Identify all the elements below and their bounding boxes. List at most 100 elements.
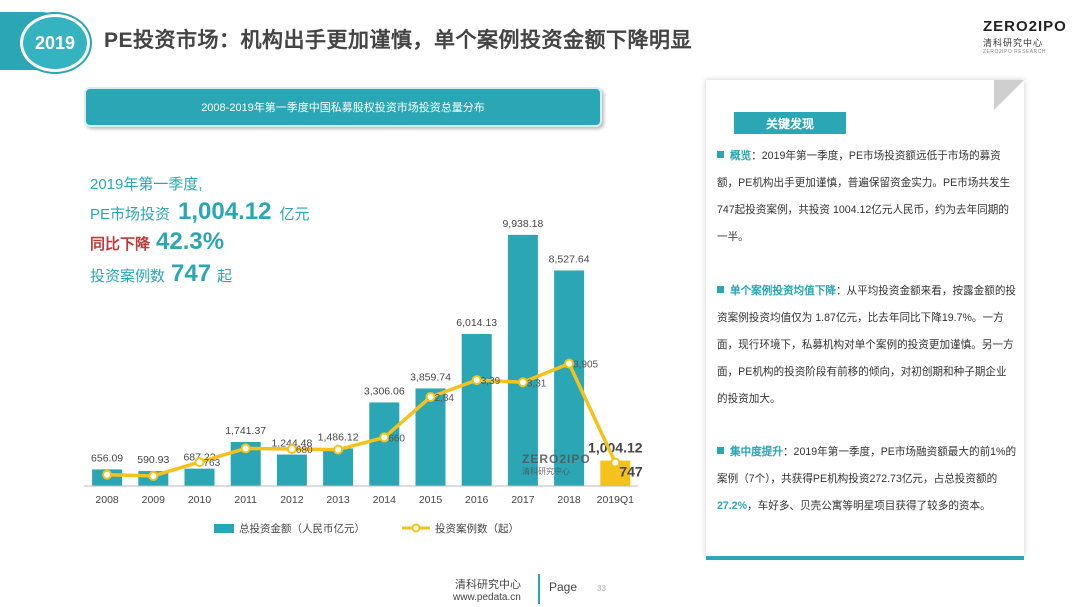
line-point-2012 [286,444,297,455]
line-label-2016: 3,39 [481,376,501,387]
bullet-square-icon [717,286,724,293]
line-point-2016 [471,375,482,386]
x-tick-2014: 2014 [373,494,397,506]
bullet-square-icon [717,151,724,158]
highlight-count: 747 [171,260,212,287]
line-label-2014: 660 [388,433,405,444]
findings-label: 关键发现 [734,112,846,134]
legend-bar-label: 总投资金额（人民币亿元） [239,522,365,535]
header [0,0,1080,76]
line-label-2017: 3,31 [527,378,547,389]
findings-panel [706,80,1024,556]
chart-title-box: 2008-2019年第一季度中国私募股权投资市场投资总量分布 [84,87,602,127]
page-title: PE投资市场：机构出手更加谨慎，单个案例投资金额下降明显 [104,29,693,52]
finding-text: ：2019年第一季度，PE市场融资额最大的前1%的案例（7个），共获得PE机构投… [717,446,1017,485]
finding-key: 概览 [730,150,752,162]
line-label-2012: 680 [296,445,313,456]
finding-avg-decline: 单个案例投资均值下降：从平均投资金额来看，按露金额的投资案例投资均值仅为 1.8… [717,278,1017,413]
line-point-2009 [148,470,159,481]
bar-2018 [554,270,585,486]
x-tick-2008: 2008 [95,494,119,506]
bar-label-2012: 1,244.48 [271,438,312,450]
bar-2012 [276,454,307,486]
x-tick-2016: 2016 [465,494,489,506]
finding-percent: 27.2% [717,500,748,512]
panel-bottom-bar [706,556,1024,560]
page-fold-icon [994,80,1024,110]
bar-label-2016: 6,014.13 [456,317,497,329]
logo-tagline: ZERO2IPO RESEARCH [983,49,1046,55]
logo: ZERO2IPO 清科研究中心 ZERO2IPO RESEARCH [983,18,1067,66]
x-tick-2017: 2017 [511,494,535,506]
highlight-line-3: 同比下降 42.3% [90,228,350,256]
watermark-subtitle: 清科研究中心 [522,467,570,476]
finding-key: 单个案例投资均值下降 [730,285,836,297]
line-point-2019Q1 [610,457,621,468]
bar-2016 [461,334,492,486]
legend-bar-swatch [214,524,234,533]
chart-watermark: ZERO2IPO 清科研究中心 [522,452,591,477]
highlight-amount-unit: 亿元 [279,206,310,223]
x-tick-2012: 2012 [280,494,304,506]
line-label-2019Q1: 747 [619,464,643,480]
highlight-change-label: 同比下降 [90,236,151,253]
bar-label-2015: 3,859.74 [410,371,451,383]
line-point-2017 [517,377,528,388]
finding-text: ：2019年第一季度，PE市场投资额远低于市场的募资额，PE机构出手更加谨慎，普… [717,150,1011,243]
bar-label-2019Q1: 1,004.12 [588,440,643,456]
line-label-2010: 763 [204,458,221,469]
x-tick-2010: 2010 [188,494,212,506]
line-label-2018: 3,905 [573,360,598,371]
bar-2013 [323,448,354,486]
footer-org: 清科研究中心 [455,579,521,591]
finding-overview: 概览：2019年第一季度，PE市场投资额远低于市场的募资额，PE机构出手更加谨慎… [717,143,1017,251]
highlight-line-2: PE市场投资 1,004.12 亿元 [90,198,350,226]
x-tick-2013: 2013 [326,494,350,506]
bar-label-2017: 9,938.18 [502,218,543,230]
x-tick-2019Q1: 2019Q1 [597,494,635,506]
footer-url[interactable]: www.pedata.cn [453,592,521,603]
legend-line-label: 投资案例数（起） [435,522,519,535]
line-point-2010 [194,457,205,468]
footer-page-number: 33 [597,584,606,593]
bar-2014 [369,402,400,486]
watermark-text: ZERO2IPO [522,452,591,466]
investment-chart: 656.09590.93687.221,741.371,244.481,486.… [84,218,643,535]
line-point-2013 [333,444,344,455]
line-point-2008 [102,469,113,480]
x-tick-2011: 2011 [234,494,257,506]
bar-label-2014: 3,306.06 [364,385,405,397]
highlight-count-unit: 起 [217,268,233,285]
bar-label-2011: 1,741.37 [225,425,266,437]
bar-label-2018: 8,527.64 [549,253,590,265]
line-point-2014 [379,432,390,443]
bullet-square-icon [717,447,724,454]
finding-text: ，车好多、贝壳公寓等明星项目获得了较多的资本。 [747,500,991,512]
line-point-2011 [240,443,251,454]
logo-text: ZERO2IPO [983,18,1067,35]
bar-label-2009: 590.93 [137,454,169,466]
line-series-cases [107,361,617,478]
highlight-line-4: 投资案例数 747 起 [90,260,350,288]
x-tick-2018: 2018 [557,494,581,506]
x-tick-2015: 2015 [419,494,443,506]
highlight-amount-label: PE市场投资 [90,206,171,223]
highlight-count-label: 投资案例数 [90,268,166,285]
finding-concentration: 集中度提升：2019年第一季度，PE市场融资额最大的前1%的案例（7个），共获得… [717,439,1017,520]
year-badge: 2019 [20,14,90,72]
highlight-line-1: 2019年第一季度, [90,176,203,193]
bar-label-2013: 1,486.12 [318,431,359,443]
highlight-change: 42.3% [156,228,225,255]
finding-text: ：从平均投资金额来看，按露金额的投资案例投资均值仅为 1.87亿元，比去年同比下… [717,285,1017,405]
line-label-2015: 2,84 [435,393,455,404]
x-tick-2009: 2009 [142,494,166,506]
logo-subtitle: 清科研究中心 [983,38,1044,48]
line-point-2018 [564,358,575,369]
highlight-summary: 2019年第一季度, PE市场投资 1,004.12 亿元 同比下降 42.3%… [90,173,350,288]
bar-2017 [507,234,538,486]
legend-line-marker [411,523,421,533]
finding-key: 集中度提升 [730,446,783,458]
footer-divider [538,574,540,604]
bar-2010 [184,468,215,486]
highlight-amount: 1,004.12 [178,198,272,225]
